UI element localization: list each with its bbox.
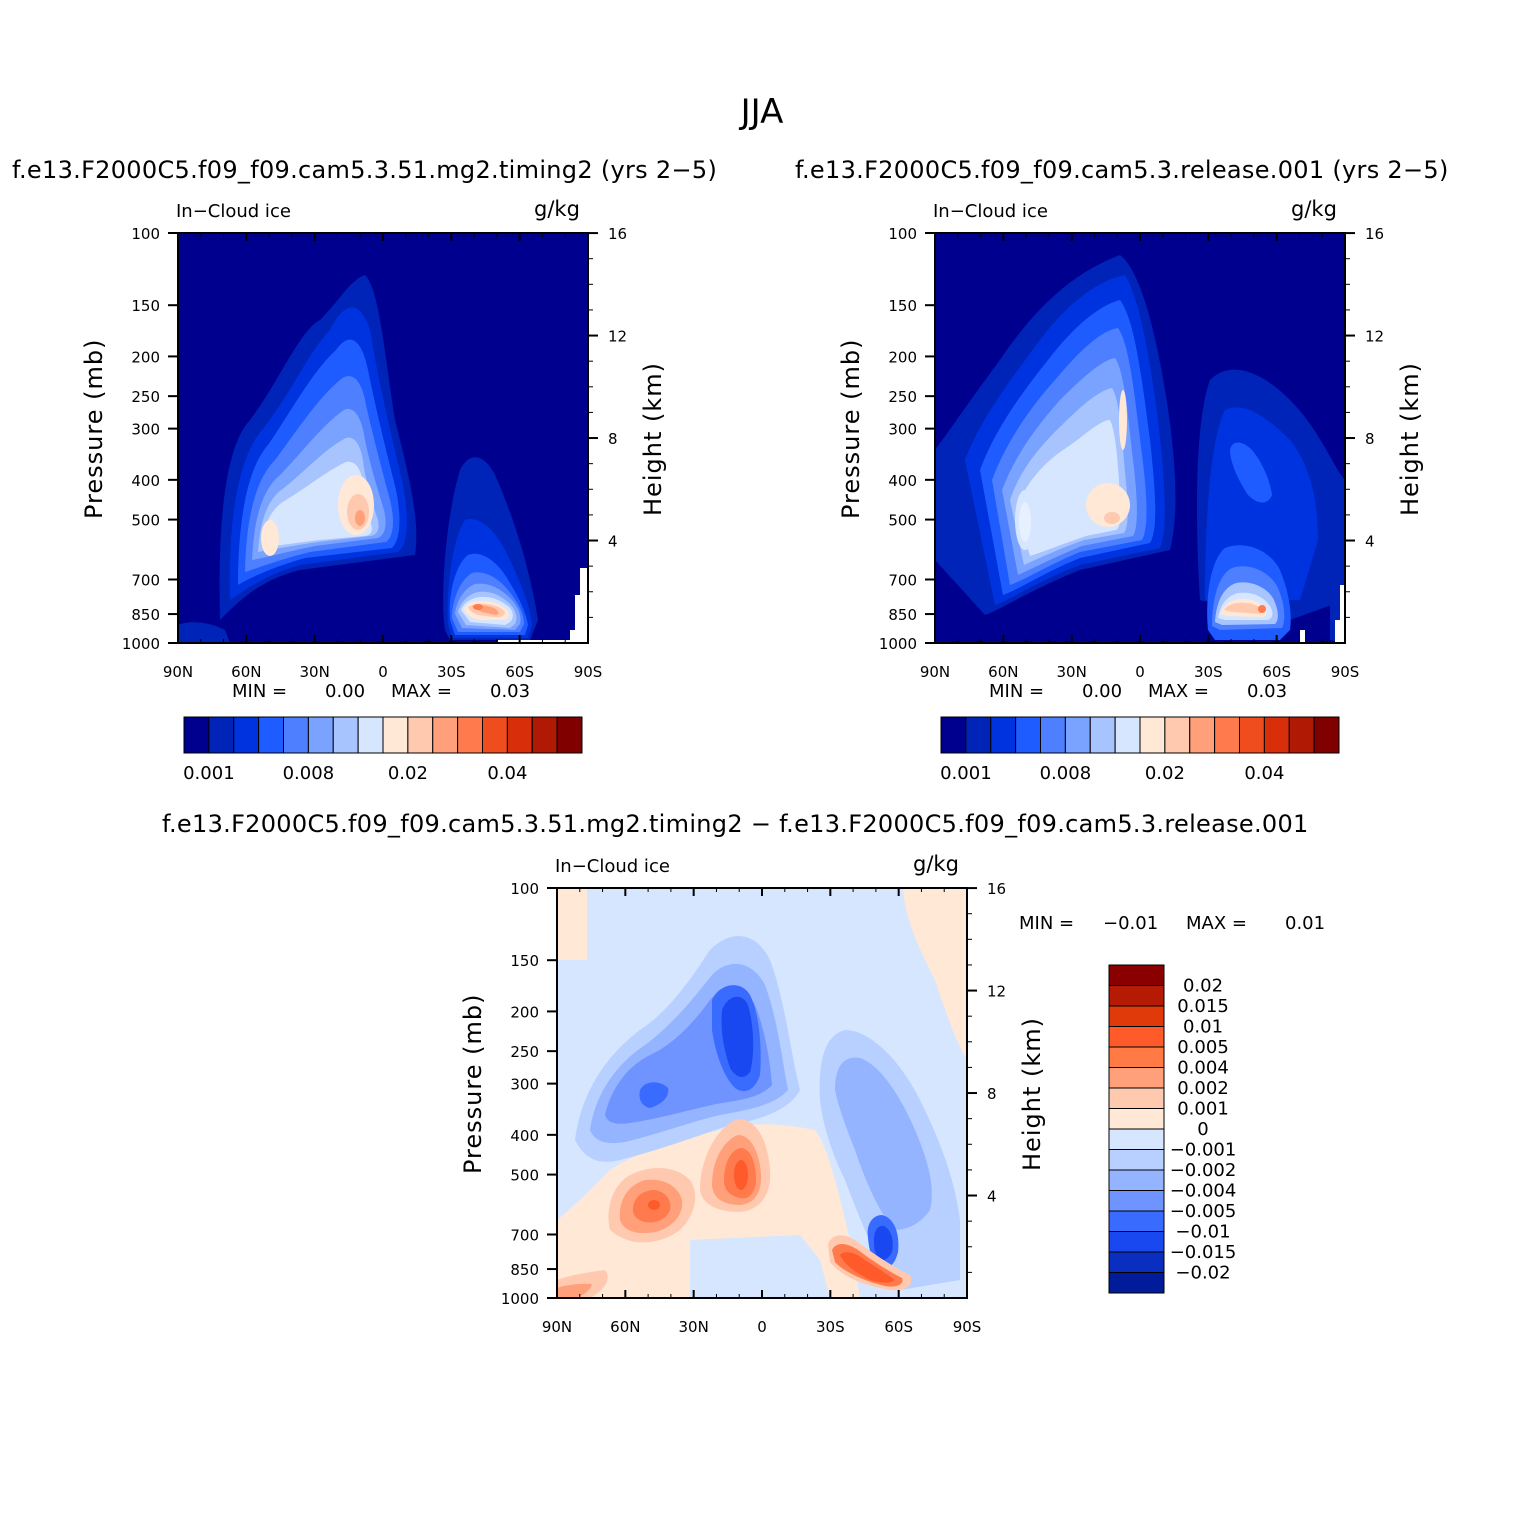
panel-2-title: f.e13.F2000C5.f09_f09.cam5.3.release.001… — [795, 156, 1449, 184]
panel-2-min-value: 0.00 — [1082, 681, 1123, 702]
panel-2-max-value: 0.03 — [1247, 681, 1288, 702]
panel-1-min-value: 0.00 — [325, 681, 366, 702]
panel-3-contours — [557, 888, 967, 1298]
panel-2-contours — [935, 233, 1345, 643]
panel-3-min-value: −0.01 — [1103, 913, 1159, 934]
panel-1-title: f.e13.F2000C5.f09_f09.cam5.3.51.mg2.timi… — [12, 156, 718, 184]
panel-3-ylabel-right: Height (km) — [1018, 1017, 1046, 1171]
panel-2-max-label: MAX = — [1148, 681, 1209, 702]
panel-1-ylabel-right: Height (km) — [639, 362, 667, 516]
panel-3-variable-label: In−Cloud ice — [555, 856, 670, 877]
panel-1-contours — [178, 233, 588, 643]
panel-1-variable-label: In−Cloud ice — [176, 201, 291, 222]
figure-title: JJA — [740, 92, 784, 132]
panel-2-min-label: MIN = — [989, 681, 1045, 702]
panel-3-title: f.e13.F2000C5.f09_f09.cam5.3.51.mg2.timi… — [162, 810, 1309, 838]
panel-2-units-label: g/kg — [1291, 197, 1337, 221]
panel-3-max-label: MAX = — [1186, 913, 1247, 934]
panel-3-units-label: g/kg — [913, 852, 959, 876]
panel-3-min-label: MIN = — [1019, 913, 1075, 934]
panel-2-variable-label: In−Cloud ice — [933, 201, 1048, 222]
panel-3-max-value: 0.01 — [1285, 913, 1326, 934]
panel-2-ylabel-right: Height (km) — [1396, 362, 1424, 516]
panel-1-max-value: 0.03 — [490, 681, 531, 702]
panel-1-min-label: MIN = — [232, 681, 288, 702]
panel-1-units-label: g/kg — [534, 197, 580, 221]
panel-3-ylabel-left: Pressure (mb) — [459, 993, 487, 1174]
panel-1-ylabel-left: Pressure (mb) — [80, 338, 108, 519]
panel-2-ylabel-left: Pressure (mb) — [837, 338, 865, 519]
panel-1-max-label: MAX = — [391, 681, 452, 702]
